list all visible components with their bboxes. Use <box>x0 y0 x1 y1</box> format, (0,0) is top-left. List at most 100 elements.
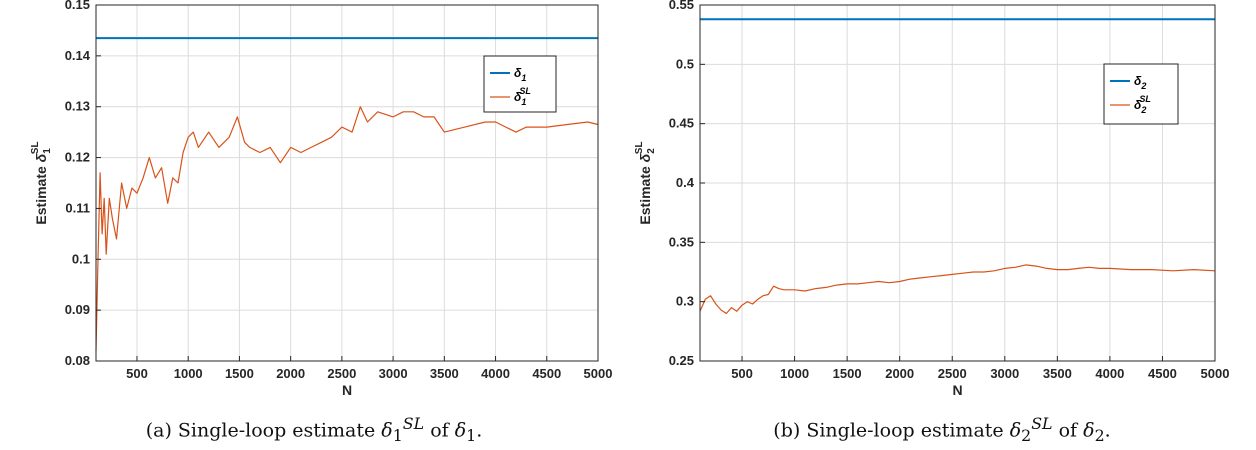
legend-label-sup: SL <box>519 86 531 96</box>
y-tick-label: 0.1 <box>72 251 90 266</box>
y-tick-label: 0.12 <box>65 150 90 165</box>
x-tick: 2500 <box>327 356 356 381</box>
y-axis-label-symbol: δ <box>637 153 653 162</box>
caption-b-prefix: Single-loop estimate <box>806 419 1010 442</box>
y-tick: 0.08 <box>65 353 101 368</box>
y-tick: 0.11 <box>65 200 101 215</box>
y-tick-label: 0.45 <box>669 116 694 131</box>
caption-b-symbol2: δ <box>1083 419 1095 442</box>
x-axis-label: N <box>952 382 962 398</box>
x-tick-label: 500 <box>731 366 753 381</box>
caption-a-sub2: 1 <box>466 426 477 446</box>
legend-label-base: δ <box>1134 74 1142 88</box>
legend-box <box>483 55 557 113</box>
y-tick-label: 0.11 <box>65 200 90 215</box>
axes-box <box>95 4 599 362</box>
y-tick-label: 0.08 <box>65 353 90 368</box>
legend-label-sub: 1 <box>521 97 526 107</box>
legend-box <box>1103 63 1179 125</box>
y-axis-label-sub: 2 <box>646 148 657 154</box>
x-tick: 500 <box>126 356 148 381</box>
x-tick-label: 3500 <box>430 366 459 381</box>
x-tick-label: 2500 <box>327 366 356 381</box>
y-tick-label: 0.15 <box>65 0 90 12</box>
x-tick-label: 4000 <box>481 366 510 381</box>
y-tick-label: 0.13 <box>65 99 90 114</box>
x-tick-label: 1000 <box>174 366 203 381</box>
y-tick-label: 0.35 <box>669 234 694 249</box>
y-tick-label: 0.5 <box>676 56 694 71</box>
caption-a-symbol2: δ <box>454 419 467 442</box>
caption-b-sup: SL <box>1031 414 1053 433</box>
x-tick: 3000 <box>990 356 1019 381</box>
caption-a-mid: of <box>424 419 455 442</box>
x-tick: 2000 <box>885 356 914 381</box>
y-tick-label: 0.3 <box>676 294 694 309</box>
x-tick: 2000 <box>276 356 305 381</box>
x-tick: 4000 <box>1095 356 1124 381</box>
y-tick: 0.1 <box>72 251 101 266</box>
caption-a-end: . <box>476 419 483 442</box>
y-tick: 0.13 <box>65 99 101 114</box>
caption-a-prefix: Single-loop estimate <box>177 419 382 442</box>
x-tick: 3000 <box>379 356 408 381</box>
x-tick-label: 2000 <box>885 366 914 381</box>
x-tick-label: 2500 <box>938 366 967 381</box>
legend-label: δ2SL <box>1134 94 1151 115</box>
x-tick: 1500 <box>225 356 254 381</box>
chart-b: 500 1000 1500 2000 2500 3000 3500 4000 4500 5000 0… <box>634 0 1230 398</box>
caption-b-end: . <box>1104 419 1111 442</box>
x-tick-label: 5000 <box>1201 366 1230 381</box>
x-tick-label: 1500 <box>833 366 862 381</box>
x-tick-label: 2000 <box>276 366 305 381</box>
y-tick-label: 0.09 <box>65 302 90 317</box>
legend-label-base: δ <box>1134 98 1142 112</box>
y-axis-label: Estimate δ2SL <box>634 141 657 224</box>
legend-label-base: δ <box>514 66 522 80</box>
x-tick: 4000 <box>481 356 510 381</box>
x-tick-label: 4000 <box>1095 366 1124 381</box>
y-axis-label-symbol: δ <box>33 153 49 162</box>
x-axis-label: N <box>342 382 352 398</box>
caption-a: (a) Single-loop estimate δ1SL of δ1. <box>0 414 628 445</box>
legend-label-sub: 2 <box>1140 105 1146 115</box>
y-axis-label-text: Estimate <box>33 162 49 224</box>
y-tick-label: 0.55 <box>669 0 694 12</box>
y-tick: 0.45 <box>669 116 705 131</box>
caption-a-sub: 1 <box>392 426 403 446</box>
x-tick-label: 4500 <box>532 366 561 381</box>
x-tick: 1000 <box>780 356 809 381</box>
legend-label-sup: SL <box>1139 94 1151 104</box>
x-tick: 3500 <box>430 356 459 381</box>
y-axis-label-sup: SL <box>634 141 645 154</box>
caption-b-sub2: 2 <box>1094 426 1105 446</box>
series-line-single-loop <box>699 264 1216 315</box>
x-tick-label: 1000 <box>780 366 809 381</box>
x-tick: 1000 <box>174 356 203 381</box>
x-tick: 4500 <box>1148 356 1177 381</box>
legend-label: δ2 <box>1134 74 1146 91</box>
x-tick: 4500 <box>532 356 561 381</box>
y-tick: 0.3 <box>676 294 705 309</box>
caption-a-symbol: δ <box>381 419 393 442</box>
x-tick: 500 <box>731 356 753 381</box>
x-tick-label: 5000 <box>584 366 613 381</box>
x-tick-label: 4500 <box>1148 366 1177 381</box>
caption-b-sub: 2 <box>1021 426 1032 446</box>
y-tick-label: 0.25 <box>669 353 694 368</box>
y-axis-label-sub: 1 <box>42 148 53 154</box>
legend-label-base: δ <box>514 90 522 104</box>
caption-b-label: (b) <box>773 419 801 442</box>
y-axis-label: Estimate δ1SL <box>30 141 53 224</box>
y-tick-label: 0.14 <box>65 48 91 63</box>
y-tick: 0.09 <box>65 302 101 317</box>
legend-label: δ1 <box>514 66 526 83</box>
x-tick: 1500 <box>833 356 862 381</box>
x-tick: 3500 <box>1043 356 1072 381</box>
x-tick-label: 500 <box>126 366 148 381</box>
caption-a-label: (a) <box>145 419 172 442</box>
caption-a-sup: SL <box>402 414 425 433</box>
x-tick-label: 1500 <box>225 366 254 381</box>
y-axis-label-text: Estimate <box>637 162 653 224</box>
